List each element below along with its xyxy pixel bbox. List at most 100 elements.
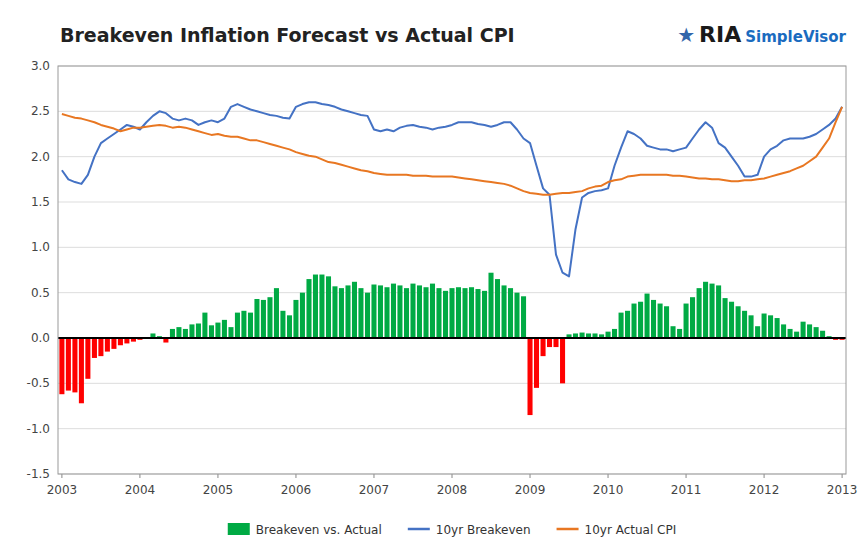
bar <box>736 306 741 338</box>
x-tick <box>530 474 531 478</box>
bar <box>553 338 558 347</box>
bar <box>755 326 760 338</box>
bar <box>436 288 441 338</box>
bar <box>254 299 259 338</box>
legend-swatch <box>408 528 430 531</box>
bar <box>287 315 292 338</box>
bar <box>775 318 780 338</box>
bar <box>677 329 682 338</box>
bar <box>248 313 253 338</box>
bar <box>391 284 396 338</box>
bar <box>710 284 715 338</box>
y-tick-label: 1.5 <box>31 195 50 209</box>
legend-label: Breakeven vs. Actual <box>256 523 382 537</box>
x-tick <box>842 474 843 478</box>
bar <box>66 338 71 391</box>
grid-line <box>58 202 846 203</box>
bar <box>762 314 767 338</box>
plot-area <box>58 102 846 415</box>
bar <box>345 285 350 338</box>
bar <box>768 315 773 338</box>
bar <box>72 338 77 392</box>
x-tick-label: 2005 <box>203 483 234 497</box>
bar <box>319 275 324 338</box>
y-tick-label: 1.0 <box>31 240 50 254</box>
legend-label: 10yr Actual CPI <box>585 523 677 537</box>
y-tick-label: -1.0 <box>27 422 50 436</box>
x-tick <box>452 474 453 478</box>
bar <box>443 291 448 338</box>
bar <box>801 322 806 338</box>
x-tick-label: 2012 <box>749 483 780 497</box>
annotation: SimpleVisor <box>745 28 846 46</box>
bar <box>638 302 643 338</box>
bar <box>742 311 747 338</box>
bar <box>371 285 376 338</box>
title: Breakeven Inflation Forecast vs Actual C… <box>60 24 515 46</box>
bar <box>358 288 363 338</box>
bar <box>183 329 188 338</box>
bar <box>781 324 786 338</box>
bar <box>456 287 461 338</box>
x-tick-label: 2003 <box>47 483 78 497</box>
bar <box>690 297 695 338</box>
x-tick <box>373 474 374 478</box>
bar <box>59 338 64 394</box>
bar <box>378 285 383 338</box>
bar <box>339 288 344 338</box>
x-tick-label: 2011 <box>671 483 702 497</box>
bar <box>85 338 90 379</box>
bar <box>514 293 519 338</box>
bar <box>534 338 539 388</box>
bar <box>261 300 266 338</box>
y-tick-label: 3.0 <box>31 59 50 73</box>
bar <box>365 293 370 338</box>
bar <box>651 300 656 338</box>
bar <box>625 311 630 338</box>
x-tick <box>608 474 609 478</box>
bar <box>241 311 246 338</box>
bar <box>671 326 676 338</box>
grid-line <box>58 428 846 429</box>
bar <box>502 285 507 338</box>
x-tick-label: 2013 <box>827 483 858 497</box>
legend-item: 10yr Breakeven <box>408 523 531 537</box>
bar <box>475 289 480 338</box>
bar <box>410 284 415 338</box>
bar-series <box>59 273 844 415</box>
bar <box>631 304 636 338</box>
line <box>62 102 842 276</box>
bar <box>111 338 116 349</box>
plot-frame <box>58 66 846 474</box>
bar <box>196 323 201 338</box>
chart: Breakeven Inflation Forecast vs Actual C… <box>0 0 868 554</box>
x-tick <box>217 474 218 478</box>
bar <box>612 329 617 338</box>
y-tick-label: 2.5 <box>31 104 50 118</box>
bar <box>202 313 207 338</box>
bar <box>98 338 103 356</box>
grid-line <box>58 383 846 384</box>
x-tick-label: 2007 <box>359 483 390 497</box>
y-tick-label: 2.0 <box>31 150 50 164</box>
bar <box>469 287 474 338</box>
x-tick <box>686 474 687 478</box>
annotation: RIA <box>699 22 741 47</box>
bar <box>619 313 624 338</box>
bar <box>326 276 331 338</box>
legend-item: Breakeven vs. Actual <box>228 523 382 537</box>
bar <box>488 273 493 338</box>
bar <box>306 279 311 338</box>
bar <box>215 323 220 338</box>
bar <box>235 313 240 338</box>
bar <box>560 338 565 383</box>
legend-label: 10yr Breakeven <box>436 523 531 537</box>
legend: Breakeven vs. Actual 10yr Breakeven 10yr A… <box>228 523 676 537</box>
bar <box>814 327 819 338</box>
grid-line <box>58 247 846 248</box>
bar <box>664 306 669 338</box>
bar <box>352 282 357 338</box>
x-tick <box>764 474 765 478</box>
bar <box>274 288 279 338</box>
bar <box>716 285 721 338</box>
